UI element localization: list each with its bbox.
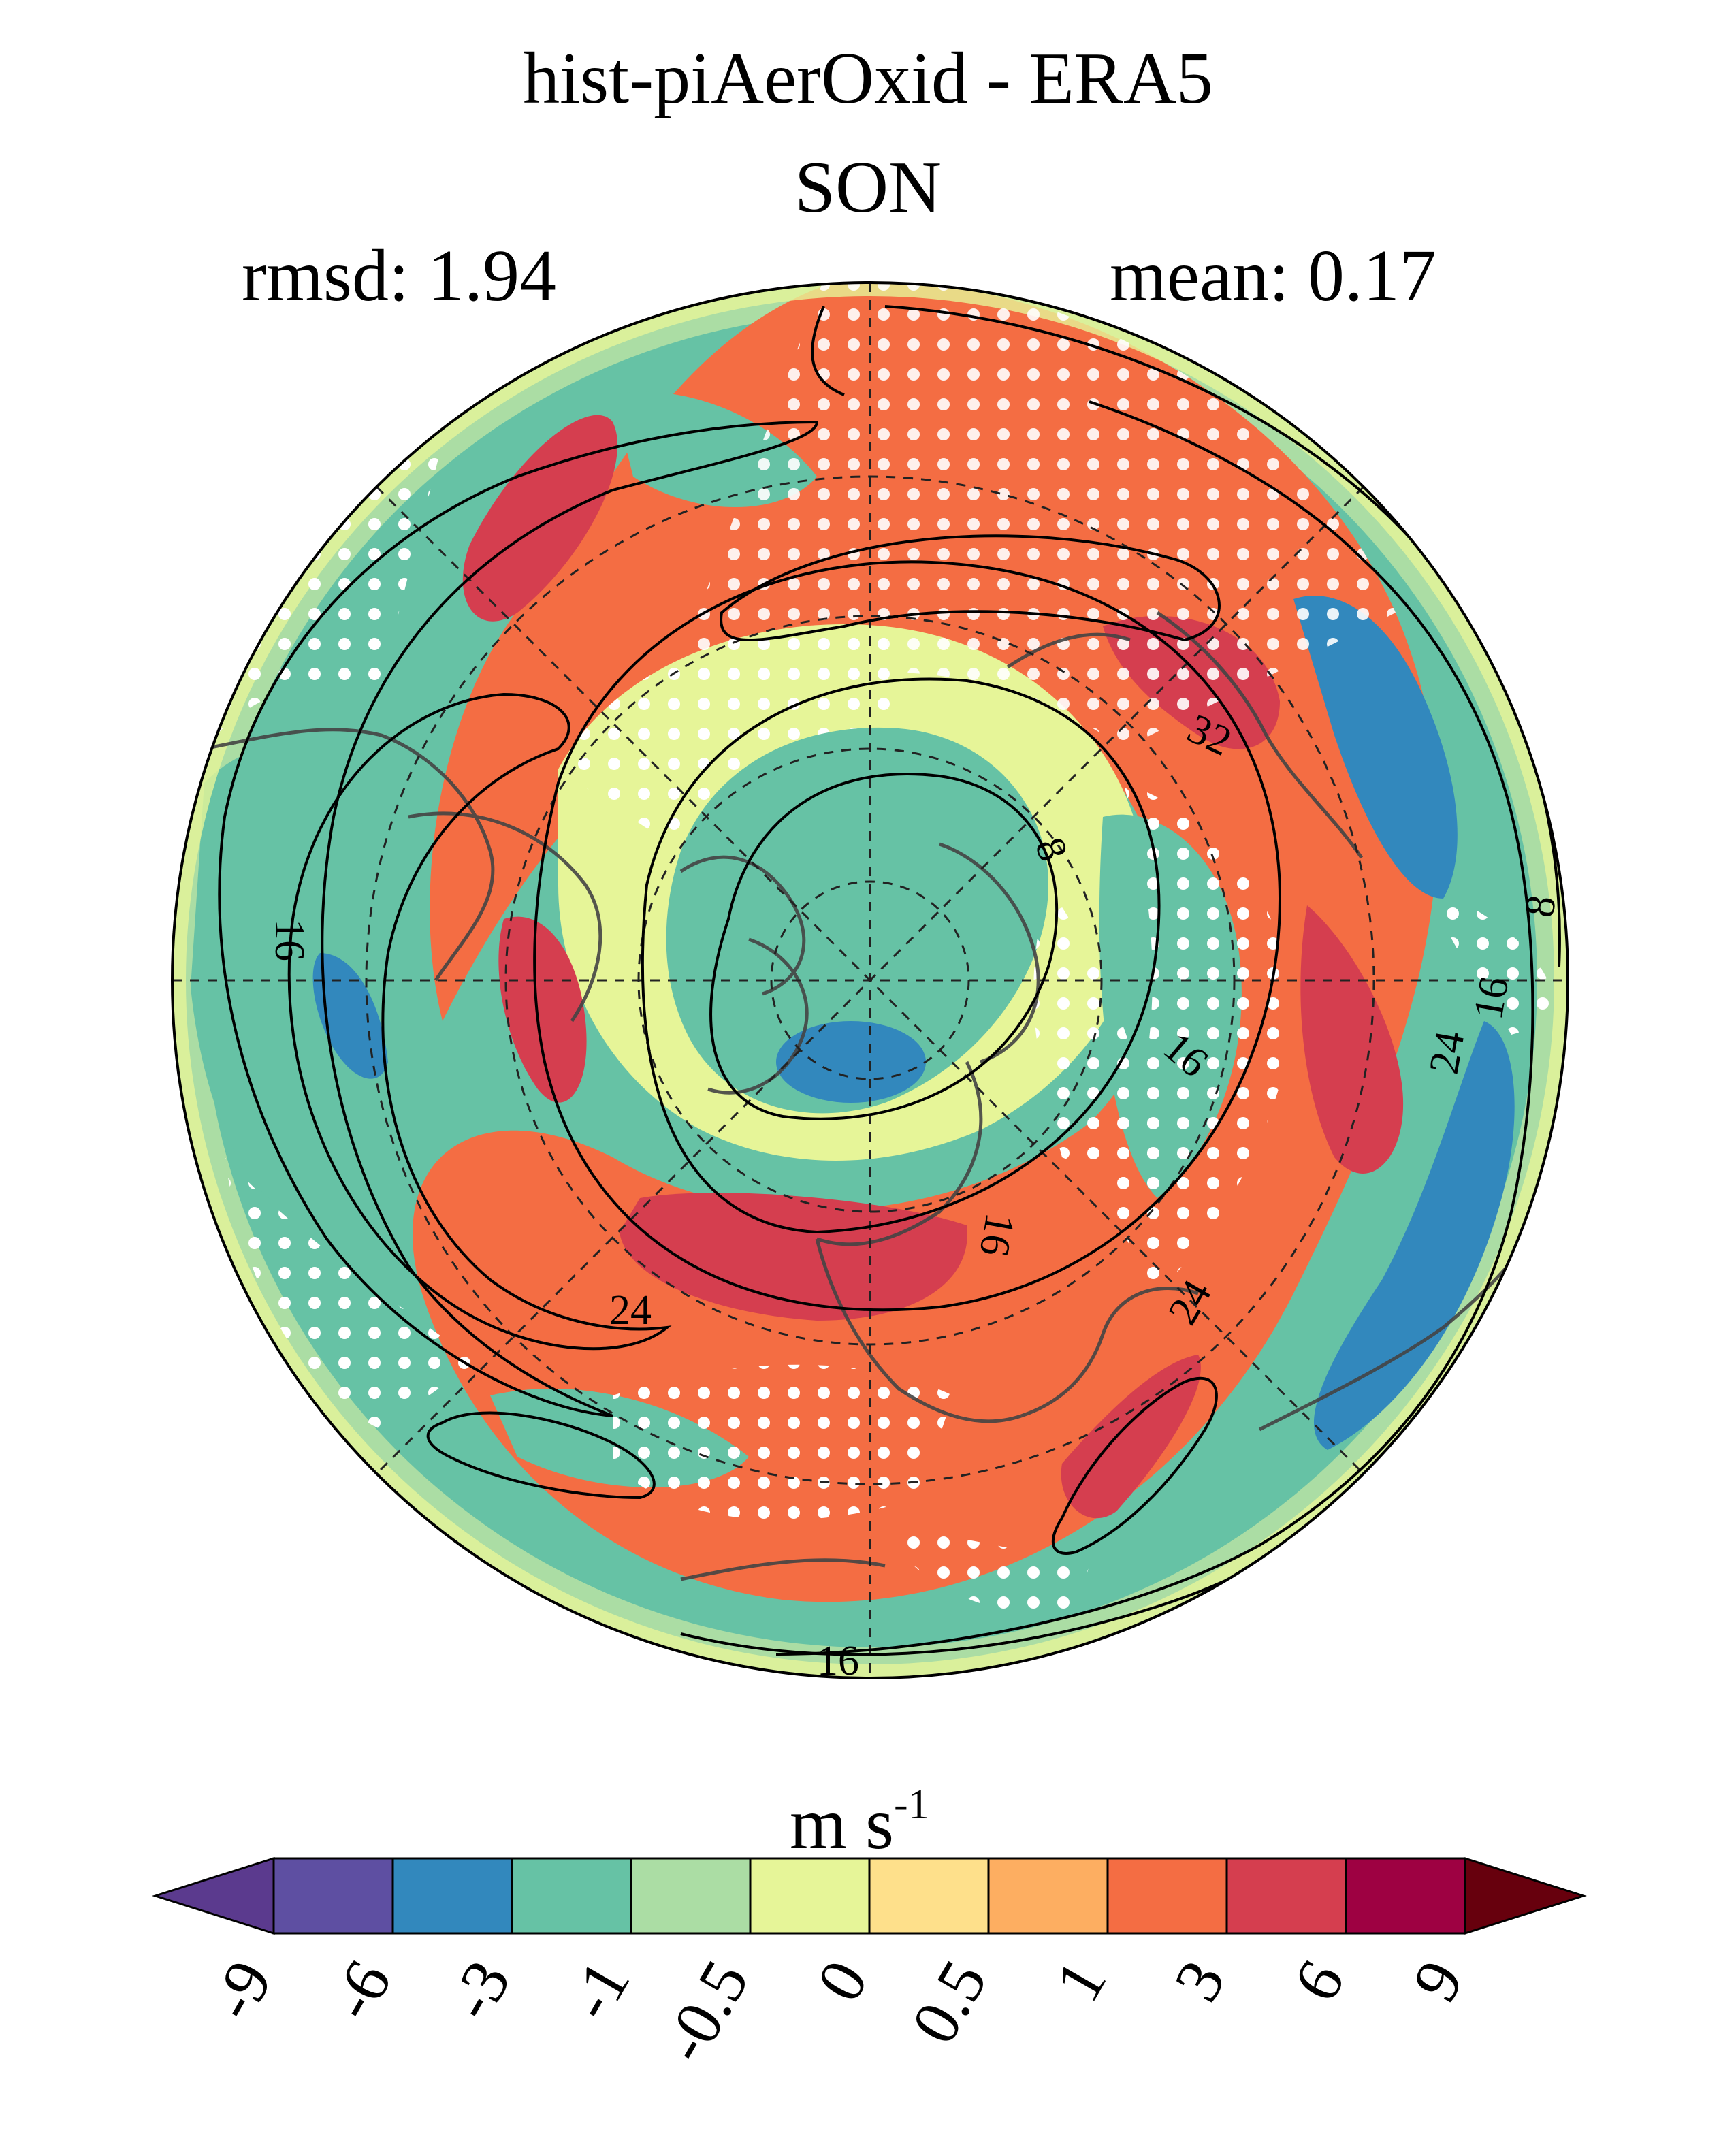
colorbar-under-triangle — [152, 1856, 275, 1935]
colorbar-tick-label: -9 — [196, 1948, 287, 2032]
colorbar: -9 -6 -3 -1 -0.5 0 0.5 1 3 6 9 — [152, 1856, 1587, 2074]
colorbar-box — [868, 1857, 990, 1935]
colorbar-box — [391, 1857, 513, 1935]
contour-label-24: 24 — [609, 1287, 652, 1334]
colorbar-box — [1106, 1857, 1228, 1935]
contour-label-16: 16 — [1465, 973, 1518, 1023]
colorbar-tick-label: 0 — [803, 1948, 882, 2013]
colorbar-tick-label: 0.5 — [897, 1948, 1001, 2055]
contour-label-16: 16 — [266, 919, 312, 961]
colorbar-tick-label: -6 — [315, 1948, 406, 2032]
colorbar-box — [511, 1857, 632, 1935]
colorbar-tick-label: 6 — [1279, 1948, 1359, 2013]
globe-outline — [171, 281, 1569, 1679]
rmsd-label: rmsd: 1.94 — [242, 236, 557, 317]
colorbar-box — [1345, 1857, 1466, 1935]
colorbar-box — [272, 1857, 394, 1935]
contour-label-16: 16 — [970, 1210, 1023, 1260]
colorbar-tick-label: 3 — [1160, 1948, 1240, 2013]
colorbar-box — [749, 1857, 871, 1935]
colorbar-tick-label: -1 — [553, 1948, 644, 2032]
contour-label-24: 24 — [1421, 1028, 1474, 1078]
map-field — [172, 283, 1568, 1678]
mean-label: mean: 0.17 — [1110, 236, 1436, 317]
colorbar-box — [630, 1857, 752, 1935]
colorbar-tick-label: -0.5 — [648, 1948, 763, 2074]
colorbar-box — [987, 1857, 1109, 1935]
colorbar-over-triangle — [1464, 1856, 1587, 1935]
colorbar-box — [1225, 1857, 1347, 1935]
colorbar-tick-label: -3 — [434, 1948, 525, 2032]
figure-title: hist-piAerOxid - ERA5 — [523, 38, 1213, 119]
unit-base: m s — [790, 1784, 895, 1865]
season-label: SON — [794, 147, 942, 228]
colorbar-unit: m s-1 — [790, 1784, 929, 1861]
unit-exponent: -1 — [894, 1781, 929, 1828]
colorbar-tick-label: 1 — [1041, 1948, 1121, 2013]
colorbar-tick-label: 9 — [1398, 1948, 1478, 2013]
